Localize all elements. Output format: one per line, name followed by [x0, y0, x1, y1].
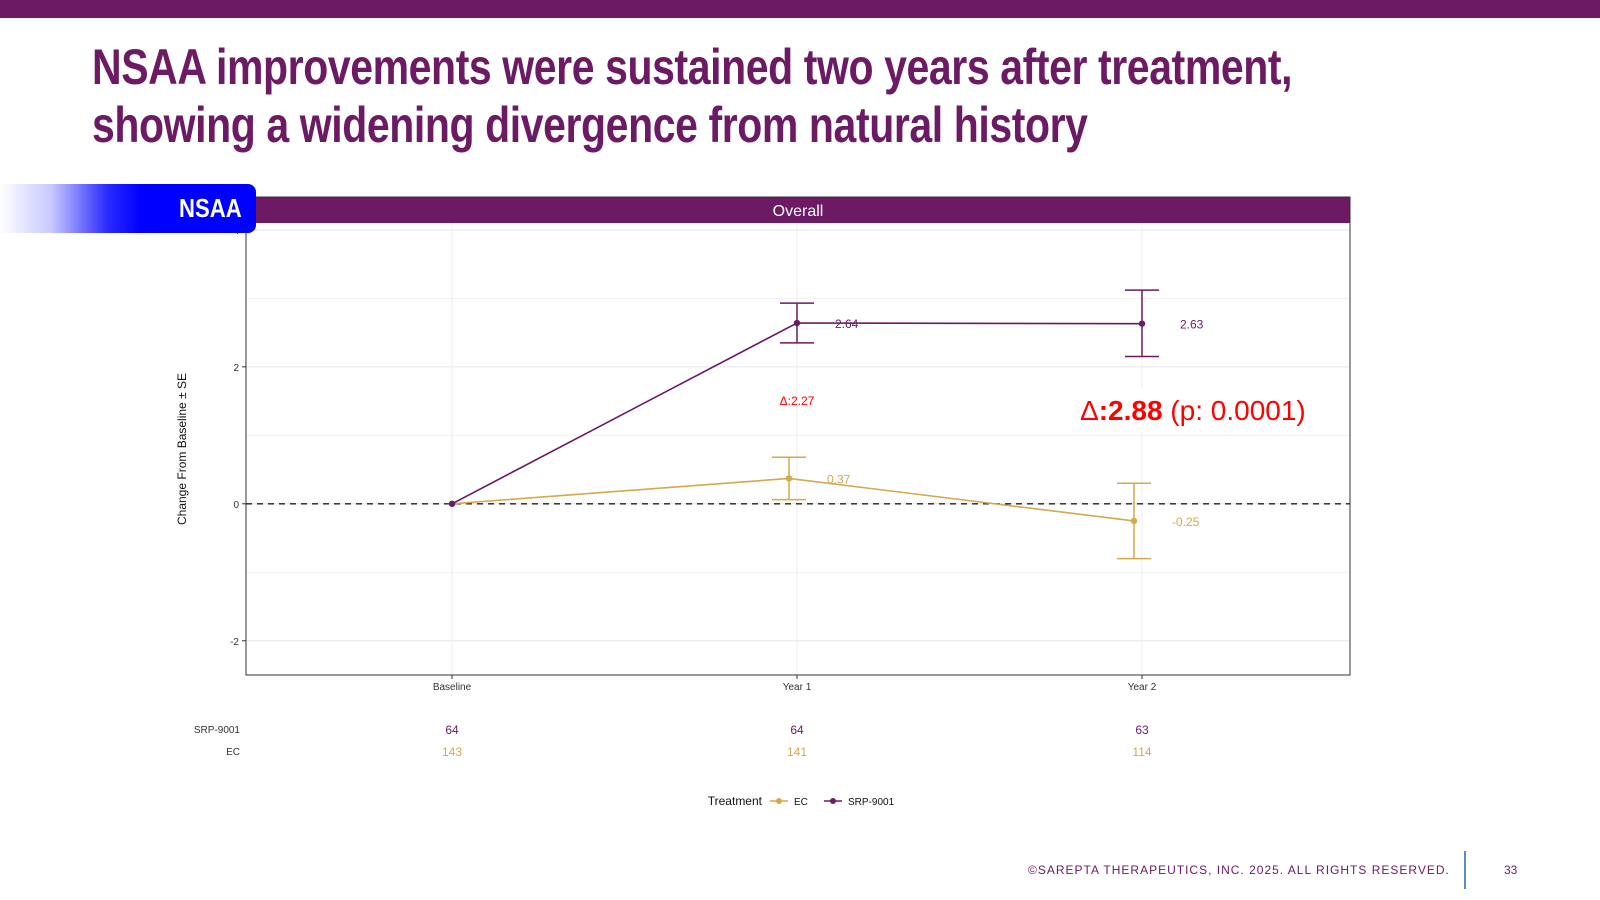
ec-data-point: [785, 475, 793, 482]
legend-ec-marker: [776, 798, 782, 804]
footer-copyright: ©SAREPTA THERAPEUTICS, INC. 2025. ALL RI…: [1028, 863, 1450, 877]
top-brand-bar: [0, 0, 1600, 18]
srp-9001-data-point: [1138, 320, 1146, 327]
plot-area: [246, 223, 1350, 675]
nsaa-section-label: NSAA: [179, 193, 242, 223]
legend-title: Treatment: [708, 794, 763, 808]
risk-table-count: 63: [1135, 723, 1149, 737]
ec-data-label: -0.25: [1172, 515, 1200, 529]
srp-9001-data-point: [448, 500, 456, 507]
risk-table-row-label: SRP-9001: [194, 725, 241, 736]
delta-symbol: Δ: [1080, 395, 1099, 426]
legend-srp-9001-label: SRP-9001: [848, 797, 895, 808]
panel-title: Overall: [773, 203, 824, 220]
p-value-text: (p: 0.0001): [1163, 395, 1306, 426]
ec-data-label: 0.37: [827, 472, 851, 486]
delta-annotation-background: [1068, 388, 1338, 433]
srp-9001-data-point: [793, 319, 801, 327]
x-tick-label: Baseline: [433, 682, 472, 693]
y-axis-title: Change From Baseline ± SE: [175, 373, 189, 525]
delta-annotation-year1: Δ:2.27: [780, 394, 815, 408]
y-tick-label: -2: [230, 637, 239, 648]
panel-header-strip: [246, 197, 1350, 223]
risk-table-count: 114: [1132, 745, 1151, 759]
x-tick-label: Year 2: [1128, 682, 1157, 693]
risk-table-row-label: EC: [226, 747, 240, 758]
y-tick-label: 2: [233, 363, 239, 374]
risk-table-count: 64: [445, 723, 459, 737]
risk-table-count: 64: [790, 723, 804, 737]
delta-value: :2.88: [1099, 395, 1163, 426]
x-tick-label: Year 1: [783, 682, 812, 693]
srp-9001-data-label: 2.64: [835, 317, 859, 331]
nsaa-section-tab: NSAA: [0, 184, 256, 233]
footer-divider: [1464, 851, 1466, 889]
legend-ec-label: EC: [794, 797, 808, 808]
panel-frame: [245, 196, 1351, 676]
y-tick-label: 0: [233, 500, 239, 511]
slide-title: NSAA improvements were sustained two yea…: [92, 39, 1293, 153]
delta-annotation-year2: Δ:2.88 (p: 0.0001): [1080, 395, 1306, 426]
risk-table-count: 141: [787, 745, 807, 759]
page-number: 33: [1504, 863, 1518, 877]
ec-data-point: [1130, 517, 1138, 525]
srp-9001-data-label: 2.63: [1180, 318, 1204, 332]
legend-srp-9001-marker: [830, 798, 836, 804]
risk-table-count: 143: [442, 745, 462, 759]
